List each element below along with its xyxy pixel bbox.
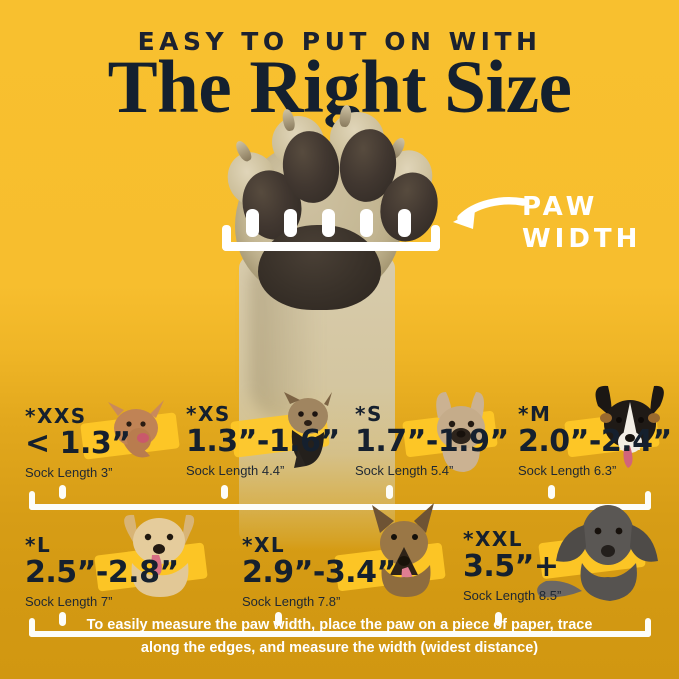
ruler-tick bbox=[221, 485, 228, 499]
size-tag: *XS bbox=[186, 402, 231, 426]
dog-photo-yorkshire-terrier bbox=[272, 392, 350, 477]
curved-left-arrow-icon bbox=[453, 197, 527, 229]
callout-line-1: PAW bbox=[522, 192, 599, 222]
size-cell-l: *L 2.5”-2.8” Sock Length 7” bbox=[25, 535, 179, 609]
size-range: 1.7”-1.9” bbox=[355, 424, 509, 459]
size-range: < 1.3” bbox=[25, 426, 131, 461]
ruler-tick bbox=[548, 485, 555, 499]
paw-width-callout: PAW WIDTH bbox=[522, 192, 641, 255]
bracket-bar bbox=[222, 242, 440, 251]
size-cell-s: *S 1.7”-1.9” Sock Length 5.4” bbox=[355, 404, 509, 478]
ruler-tick bbox=[59, 485, 66, 499]
ruler-tick bbox=[59, 612, 66, 626]
bracket-tick bbox=[322, 209, 335, 237]
size-tag: *XXL bbox=[463, 527, 524, 551]
bracket-end-left bbox=[222, 225, 231, 251]
dog-photo-golden-retriever bbox=[108, 507, 218, 604]
bracket-tick bbox=[398, 209, 411, 237]
kicker-text: EASY TO PUT ON WITH bbox=[137, 27, 542, 56]
size-row-2: *L 2.5”-2.8” Sock Length 7” *XL 2.9”-3.4… bbox=[0, 503, 679, 609]
bracket-tick bbox=[360, 209, 373, 237]
size-range: 1.3”-1.6” bbox=[186, 424, 340, 459]
ruler-line bbox=[29, 631, 651, 637]
dog-photo-french-bulldog bbox=[420, 384, 506, 479]
size-cell-xl: *XL 2.9”-3.4” Sock Length 7.8” bbox=[242, 535, 396, 609]
ruler-tick bbox=[386, 485, 393, 499]
bracket-end-right bbox=[431, 225, 440, 251]
bracket-tick bbox=[284, 209, 297, 237]
footer-instruction: To easily measure the paw width, place t… bbox=[86, 617, 593, 656]
sock-length: Sock Length 8.5” bbox=[463, 587, 562, 603]
size-cell-xxl: *XXL 3.5”+ Sock Length 8.5” bbox=[463, 529, 561, 603]
ruler-tick bbox=[495, 612, 502, 626]
sock-length: Sock Length 7.8” bbox=[242, 593, 341, 609]
ruler-end-left bbox=[29, 618, 35, 637]
ruler-end-right bbox=[645, 491, 651, 510]
size-cell-m: *M 2.0”-2.4” Sock Length 6.3” bbox=[518, 404, 672, 478]
size-range: 2.5”-2.8” bbox=[25, 555, 179, 590]
size-tag: *S bbox=[355, 402, 383, 426]
size-ruler-row1 bbox=[29, 484, 651, 510]
size-tag: *XL bbox=[242, 533, 286, 557]
sock-length: Sock Length 7” bbox=[25, 593, 113, 609]
dog-photo-great-dane bbox=[526, 499, 666, 608]
sock-length: Sock Length 5.4” bbox=[355, 462, 454, 478]
size-range: 3.5”+ bbox=[463, 549, 559, 584]
dog-photo-chihuahua bbox=[98, 400, 180, 469]
dog-photo-bernese-mountain-dog bbox=[584, 380, 679, 479]
size-cell-xxs: *XXS < 1.3” Sock Length 3” bbox=[25, 404, 131, 480]
sock-length: Sock Length 6.3” bbox=[518, 462, 617, 478]
sock-length: Sock Length 4.4” bbox=[186, 462, 285, 478]
size-range: 2.9”-3.4” bbox=[242, 555, 396, 590]
size-tag: *XXS bbox=[25, 404, 87, 428]
bracket-tick bbox=[246, 209, 259, 237]
ruler-end-right bbox=[645, 618, 651, 637]
dog-photo-german-shepherd bbox=[356, 503, 456, 604]
size-cell-xs: *XS 1.3”-1.6” Sock Length 4.4” bbox=[186, 404, 340, 478]
ruler-line bbox=[29, 504, 651, 510]
size-tag: *L bbox=[25, 533, 52, 557]
size-tag: *M bbox=[518, 402, 552, 426]
ruler-tick bbox=[275, 612, 282, 626]
size-ruler-row2 bbox=[29, 611, 651, 637]
size-row-1: *XXS < 1.3” Sock Length 3” *XS 1.3”-1.6”… bbox=[0, 385, 679, 480]
callout-line-2: WIDTH bbox=[522, 223, 642, 254]
ruler-end-left bbox=[29, 491, 35, 510]
paw-width-measure-bracket bbox=[222, 209, 440, 255]
size-range: 2.0”-2.4” bbox=[518, 424, 672, 459]
sock-length: Sock Length 3” bbox=[25, 464, 113, 480]
paw-center-pad bbox=[258, 225, 381, 310]
